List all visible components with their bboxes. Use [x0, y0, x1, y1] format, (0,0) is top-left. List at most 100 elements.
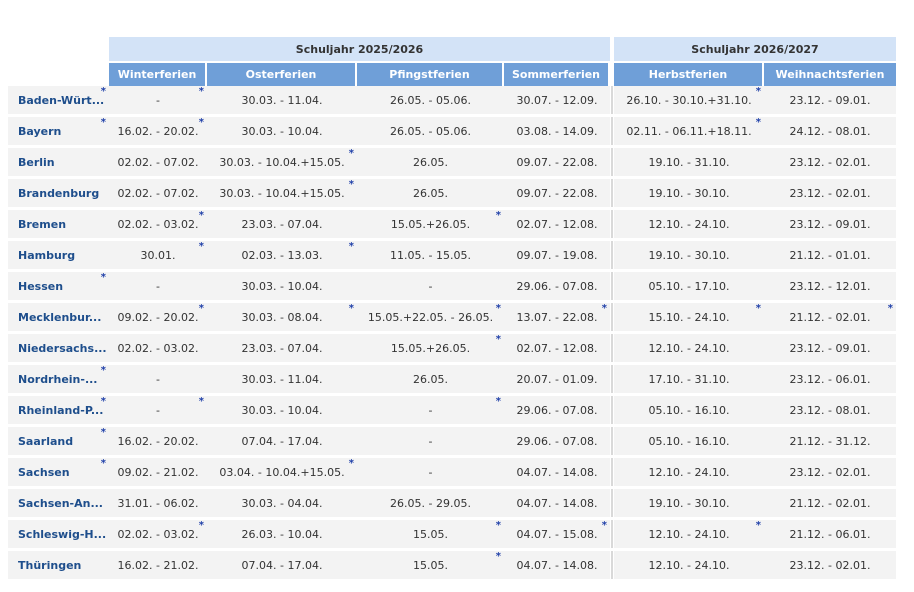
year-separator — [610, 117, 614, 148]
date-range: 29.06. - 07.08. — [516, 279, 598, 293]
state-link[interactable]: Rheinland-P... * — [8, 396, 109, 427]
state-link[interactable]: Nordrhein-... * — [8, 365, 109, 396]
date-range: 02.02. - 07.02. — [117, 155, 199, 169]
state-name: Baden-Würt... — [18, 93, 105, 107]
footnote-star-icon[interactable]: * — [495, 396, 501, 407]
footnote-star-icon[interactable]: * — [100, 272, 106, 283]
state-link[interactable]: Baden-Würt... * — [8, 86, 109, 117]
state-link[interactable]: Berlin — [8, 148, 109, 179]
year-separator — [610, 241, 614, 272]
column-header-osterferien[interactable]: Osterferien — [207, 61, 357, 86]
year-separator — [610, 551, 614, 582]
column-header-weihnachtsferien[interactable]: Weihnachtsferien — [764, 61, 896, 86]
footnote-star-icon[interactable]: * — [198, 520, 204, 531]
cell-herbstferien: 15.10. - 24.10. * — [614, 303, 764, 334]
date-range: - — [156, 279, 160, 293]
state-link[interactable]: Bremen — [8, 210, 109, 241]
state-link[interactable]: Schleswig-H... — [8, 520, 109, 551]
cell-weihnachtsferien: 23.12. - 09.01. — [764, 334, 896, 365]
footnote-star-icon[interactable]: * — [100, 365, 106, 376]
cell-sommerferien: 04.07. - 14.08. — [504, 458, 610, 489]
footnote-star-icon[interactable]: * — [198, 210, 204, 221]
table-corner-2 — [8, 61, 109, 86]
footnote-star-icon[interactable]: * — [100, 427, 106, 438]
date-range: 19.10. - 30.10. — [648, 496, 730, 510]
date-range: 30.03. - 10.04. — [241, 403, 323, 417]
cell-winterferien: - * — [109, 86, 207, 117]
state-link[interactable]: Hessen * — [8, 272, 109, 303]
cell-herbstferien: 12.10. - 24.10. — [614, 334, 764, 365]
footnote-star-icon[interactable]: * — [495, 334, 501, 345]
footnote-star-icon[interactable]: * — [198, 241, 204, 252]
date-range: 05.10. - 16.10. — [648, 403, 730, 417]
cell-weihnachtsferien: 21.12. - 02.01. * — [764, 303, 896, 334]
footnote-star-icon[interactable]: * — [755, 303, 761, 314]
cell-weihnachtsferien: 23.12. - 02.01. — [764, 148, 896, 179]
footnote-star-icon[interactable]: * — [495, 303, 501, 314]
cell-herbstferien: 12.10. - 24.10. — [614, 458, 764, 489]
column-header-winterferien[interactable]: Winterferien — [109, 61, 207, 86]
column-header-herbstferien[interactable]: Herbstferien — [614, 61, 764, 86]
footnote-star-icon[interactable]: * — [601, 520, 607, 531]
cell-osterferien: 30.03. - 10.04.+15.05. * — [207, 148, 357, 179]
date-range: 09.02. - 20.02. — [117, 310, 199, 324]
state-link[interactable]: Saarland * — [8, 427, 109, 458]
footnote-star-icon[interactable]: * — [348, 303, 354, 314]
footnote-star-icon[interactable]: * — [100, 396, 106, 407]
date-range: 04.07. - 14.08. — [516, 496, 598, 510]
footnote-star-icon[interactable]: * — [348, 458, 354, 469]
cell-sommerferien: 04.07. - 14.08. — [504, 551, 610, 582]
footnote-star-icon[interactable]: * — [495, 210, 501, 221]
state-link[interactable]: Sachsen * — [8, 458, 109, 489]
cell-osterferien: 30.03. - 10.04.+15.05. * — [207, 179, 357, 210]
footnote-star-icon[interactable]: * — [601, 303, 607, 314]
footnote-star-icon[interactable]: * — [755, 117, 761, 128]
state-name: Sachsen-An... — [18, 496, 103, 510]
date-range: 15.05.+26.05. — [390, 341, 471, 355]
state-link[interactable]: Sachsen-An... — [8, 489, 109, 520]
date-range: 30.03. - 11.04. — [241, 93, 323, 107]
footnote-star-icon[interactable]: * — [100, 117, 106, 128]
date-range: 29.06. - 07.08. — [516, 403, 598, 417]
year-separator — [610, 179, 614, 210]
footnote-star-icon[interactable]: * — [348, 241, 354, 252]
cell-sommerferien: 04.07. - 14.08. — [504, 489, 610, 520]
footnote-star-icon[interactable]: * — [198, 117, 204, 128]
state-link[interactable]: Thüringen — [8, 551, 109, 582]
state-link[interactable]: Hamburg — [8, 241, 109, 272]
footnote-star-icon[interactable]: * — [495, 551, 501, 562]
cell-winterferien: - * — [109, 396, 207, 427]
date-range: - — [428, 434, 433, 448]
year-separator — [610, 427, 614, 458]
year-separator — [610, 489, 614, 520]
footnote-star-icon[interactable]: * — [348, 179, 354, 190]
cell-weihnachtsferien: 23.12. - 12.01. — [764, 272, 896, 303]
footnote-star-icon[interactable]: * — [198, 396, 204, 407]
cell-winterferien: - — [109, 365, 207, 396]
footnote-star-icon[interactable]: * — [495, 520, 501, 531]
footnote-star-icon[interactable]: * — [887, 303, 893, 314]
cell-osterferien: 03.04. - 10.04.+15.05. * — [207, 458, 357, 489]
footnote-star-icon[interactable]: * — [755, 520, 761, 531]
year-header-2026-2027: Schuljahr 2026/2027 — [614, 37, 896, 61]
state-link[interactable]: Brandenburg — [8, 179, 109, 210]
column-header-pfingstferien[interactable]: Pfingstferien — [357, 61, 504, 86]
cell-weihnachtsferien: 21.12. - 02.01. — [764, 489, 896, 520]
footnote-star-icon[interactable]: * — [100, 86, 106, 97]
cell-sommerferien: 29.06. - 07.08. — [504, 427, 610, 458]
date-range: 26.10. - 30.10.+31.10. — [626, 93, 752, 107]
footnote-star-icon[interactable]: * — [348, 148, 354, 159]
footnote-star-icon[interactable]: * — [198, 86, 204, 97]
footnote-star-icon[interactable]: * — [755, 86, 761, 97]
footnote-star-icon[interactable]: * — [100, 458, 106, 469]
date-range: 07.04. - 17.04. — [241, 558, 323, 572]
date-range: 23.12. - 02.01. — [789, 465, 871, 479]
state-link[interactable]: Mecklenbur... — [8, 303, 109, 334]
state-name: Saarland — [18, 434, 74, 448]
date-range: 26.05. — [413, 186, 448, 200]
state-link[interactable]: Niedersachs... — [8, 334, 109, 365]
footnote-star-icon[interactable]: * — [198, 303, 204, 314]
state-link[interactable]: Bayern * — [8, 117, 109, 148]
column-header-sommerferien[interactable]: Sommerferien — [504, 61, 610, 86]
cell-weihnachtsferien: 23.12. - 08.01. — [764, 396, 896, 427]
